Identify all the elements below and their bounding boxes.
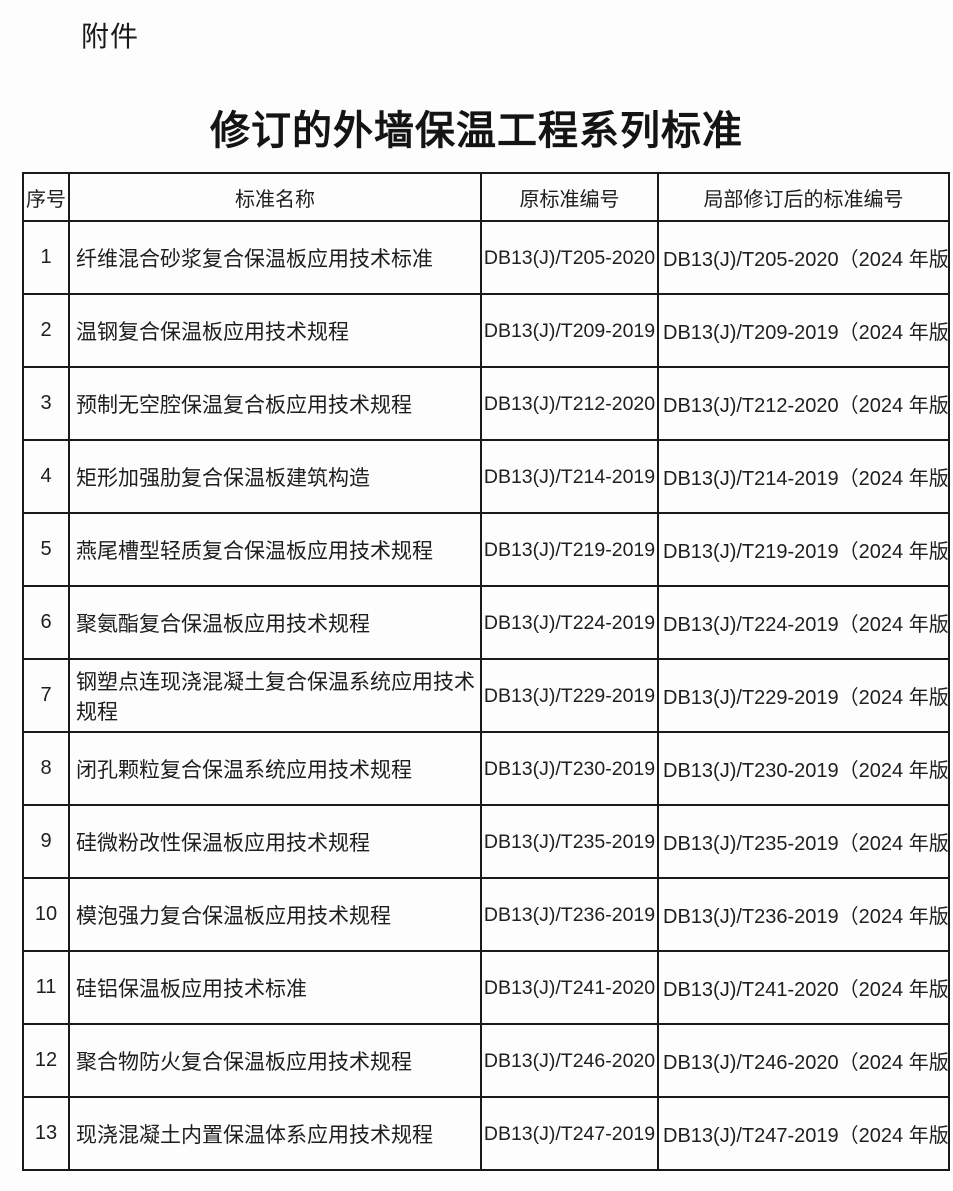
original-number-cell: DB13(J)/T235-2019 [480, 804, 659, 879]
name-cell: 聚合物防火复合保温板应用技术规程 [68, 1023, 482, 1098]
table-row: 8 闭孔颗粒复合保温系统应用技术规程 DB13(J)/T230-2019 DB1… [22, 731, 950, 806]
name-cell: 现浇混凝土内置保温体系应用技术规程 [68, 1096, 482, 1171]
seq-cell: 7 [22, 658, 70, 733]
header-original-number: 原标准编号 [480, 172, 659, 222]
original-number-cell: DB13(J)/T214-2019 [480, 439, 659, 514]
seq-cell: 8 [22, 731, 70, 806]
seq-cell: 5 [22, 512, 70, 587]
revised-number-cell: DB13(J)/T247-2019（2024 年版） [657, 1096, 950, 1171]
name-cell: 钢塑点连现浇混凝土复合保温系统应用技术规程 [68, 658, 482, 733]
original-number-cell: DB13(J)/T205-2020 [480, 220, 659, 295]
seq-cell: 13 [22, 1096, 70, 1171]
header-name: 标准名称 [68, 172, 482, 222]
seq-cell: 1 [22, 220, 70, 295]
name-cell: 聚氨酯复合保温板应用技术规程 [68, 585, 482, 660]
seq-cell: 4 [22, 439, 70, 514]
table-row: 11 硅铝保温板应用技术标准 DB13(J)/T241-2020 DB13(J)… [22, 950, 950, 1025]
revised-number-cell: DB13(J)/T209-2019（2024 年版） [657, 293, 950, 368]
original-number-cell: DB13(J)/T236-2019 [480, 877, 659, 952]
name-cell: 模泡强力复合保温板应用技术规程 [68, 877, 482, 952]
name-cell: 矩形加强肋复合保温板建筑构造 [68, 439, 482, 514]
seq-cell: 2 [22, 293, 70, 368]
name-cell: 燕尾槽型轻质复合保温板应用技术规程 [68, 512, 482, 587]
table-header-row: 序号 标准名称 原标准编号 局部修订后的标准编号 [22, 172, 950, 222]
original-number-cell: DB13(J)/T230-2019 [480, 731, 659, 806]
seq-cell: 6 [22, 585, 70, 660]
table-row: 13 现浇混凝土内置保温体系应用技术规程 DB13(J)/T247-2019 D… [22, 1096, 950, 1171]
revised-number-cell: DB13(J)/T246-2020（2024 年版） [657, 1023, 950, 1098]
table-row: 1 纤维混合砂浆复合保温板应用技术标准 DB13(J)/T205-2020 DB… [22, 220, 950, 295]
revised-number-cell: DB13(J)/T229-2019（2024 年版） [657, 658, 950, 733]
seq-cell: 9 [22, 804, 70, 879]
original-number-cell: DB13(J)/T229-2019 [480, 658, 659, 733]
page-title: 修订的外墙保温工程系列标准 [210, 109, 743, 153]
original-number-cell: DB13(J)/T212-2020 [480, 366, 659, 441]
original-number-cell: DB13(J)/T219-2019 [480, 512, 659, 587]
original-number-cell: DB13(J)/T224-2019 [480, 585, 659, 660]
seq-cell: 3 [22, 366, 70, 441]
table-row: 12 聚合物防火复合保温板应用技术规程 DB13(J)/T246-2020 DB… [22, 1023, 950, 1098]
name-cell: 预制无空腔保温复合板应用技术规程 [68, 366, 482, 441]
attachment-label: 附件 [81, 21, 140, 52]
name-cell: 硅微粉改性保温板应用技术规程 [68, 804, 482, 879]
table-row: 3 预制无空腔保温复合板应用技术规程 DB13(J)/T212-2020 DB1… [22, 366, 950, 441]
revised-number-cell: DB13(J)/T241-2020（2024 年版） [657, 950, 950, 1025]
header-seq: 序号 [22, 172, 70, 222]
seq-cell: 11 [22, 950, 70, 1025]
table-row: 4 矩形加强肋复合保温板建筑构造 DB13(J)/T214-2019 DB13(… [22, 439, 950, 514]
standards-table: 序号 标准名称 原标准编号 局部修订后的标准编号 1 纤维混合砂浆复合保温板应用… [22, 172, 950, 1171]
revised-number-cell: DB13(J)/T205-2020（2024 年版） [657, 220, 950, 295]
name-cell: 温钢复合保温板应用技术规程 [68, 293, 482, 368]
original-number-cell: DB13(J)/T209-2019 [480, 293, 659, 368]
name-cell: 硅铝保温板应用技术标准 [68, 950, 482, 1025]
table-row: 6 聚氨酯复合保温板应用技术规程 DB13(J)/T224-2019 DB13(… [22, 585, 950, 660]
original-number-cell: DB13(J)/T241-2020 [480, 950, 659, 1025]
table-row: 9 硅微粉改性保温板应用技术规程 DB13(J)/T235-2019 DB13(… [22, 804, 950, 879]
table-row: 7 钢塑点连现浇混凝土复合保温系统应用技术规程 DB13(J)/T229-201… [22, 658, 950, 733]
seq-cell: 10 [22, 877, 70, 952]
table-row: 2 温钢复合保温板应用技术规程 DB13(J)/T209-2019 DB13(J… [22, 293, 950, 368]
table-row: 10 模泡强力复合保温板应用技术规程 DB13(J)/T236-2019 DB1… [22, 877, 950, 952]
header-revised-number: 局部修订后的标准编号 [657, 172, 950, 222]
original-number-cell: DB13(J)/T246-2020 [480, 1023, 659, 1098]
revised-number-cell: DB13(J)/T214-2019（2024 年版） [657, 439, 950, 514]
seq-cell: 12 [22, 1023, 70, 1098]
name-cell: 闭孔颗粒复合保温系统应用技术规程 [68, 731, 482, 806]
revised-number-cell: DB13(J)/T236-2019（2024 年版） [657, 877, 950, 952]
revised-number-cell: DB13(J)/T219-2019（2024 年版） [657, 512, 950, 587]
original-number-cell: DB13(J)/T247-2019 [480, 1096, 659, 1171]
revised-number-cell: DB13(J)/T230-2019（2024 年版） [657, 731, 950, 806]
revised-number-cell: DB13(J)/T235-2019（2024 年版） [657, 804, 950, 879]
revised-number-cell: DB13(J)/T212-2020（2024 年版） [657, 366, 950, 441]
name-cell: 纤维混合砂浆复合保温板应用技术标准 [68, 220, 482, 295]
table-row: 5 燕尾槽型轻质复合保温板应用技术规程 DB13(J)/T219-2019 DB… [22, 512, 950, 587]
revised-number-cell: DB13(J)/T224-2019（2024 年版） [657, 585, 950, 660]
